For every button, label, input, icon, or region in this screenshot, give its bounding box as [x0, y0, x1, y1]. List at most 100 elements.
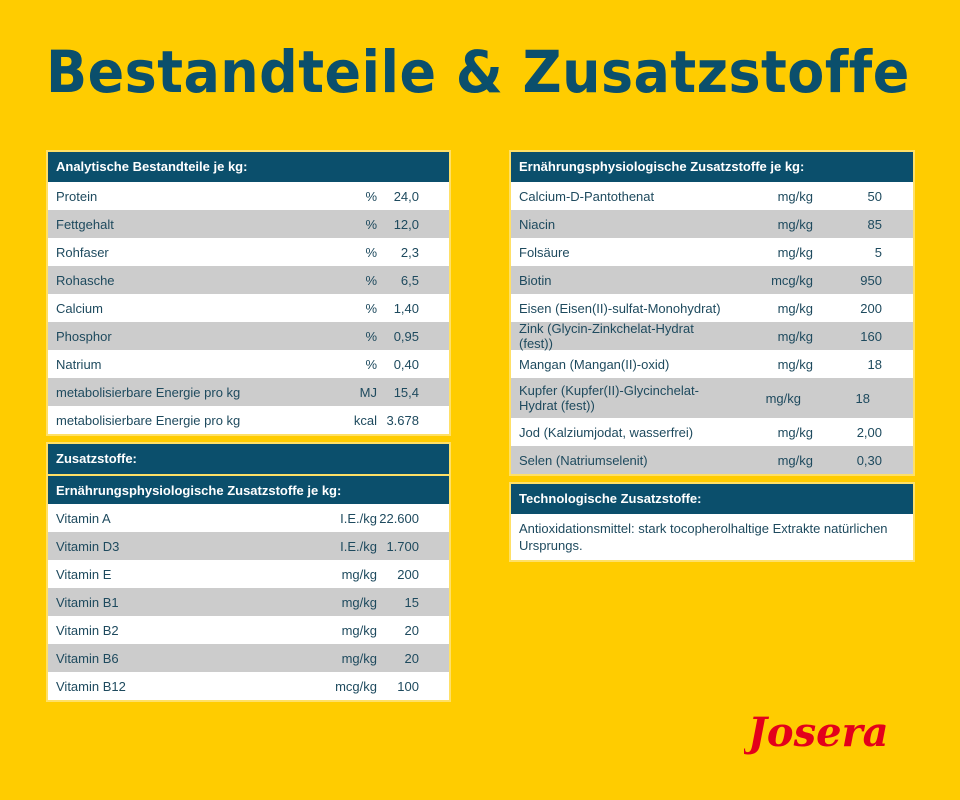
row-value: 3.678	[386, 412, 419, 428]
technological-table: Technologische Zusatzstoffe: Antioxidati…	[509, 482, 915, 562]
row-label: Eisen (Eisen(II)-sulfat-Monohydrat)	[519, 300, 721, 316]
row-value: 6,5	[400, 272, 419, 288]
row-label: metabolisierbare Energie pro kg	[56, 412, 241, 428]
row-unit: mg/kg	[777, 424, 813, 440]
row-label: Niacin	[519, 216, 556, 232]
row-unit: %	[365, 188, 377, 204]
row-label: metabolisierbare Energie pro kg	[56, 384, 241, 400]
table-row: Protein % 24,0	[48, 182, 449, 210]
table-row: Natrium % 0,40	[48, 350, 449, 378]
row-label: Mangan (Mangan(II)-oxid)	[519, 356, 670, 372]
row-value: 2,00	[856, 424, 882, 440]
analytical-table: Analytische Bestandteile je kg: Protein …	[46, 150, 451, 436]
row-value: 24,0	[393, 188, 419, 204]
row-value: 200	[860, 300, 882, 316]
row-value: 85	[867, 216, 882, 232]
row-label: Protein	[56, 188, 98, 204]
table-row: Rohfaser % 2,3	[48, 238, 449, 266]
row-unit: mg/kg	[341, 650, 377, 666]
row-unit: mg/kg	[777, 356, 813, 372]
table-row: Vitamin B1 mg/kg 15	[48, 588, 449, 616]
row-label: Calcium-D-Pantothenat	[519, 188, 655, 204]
row-label: Biotin	[519, 272, 552, 288]
additives-header: Zusatzstoffe:	[48, 444, 449, 474]
technological-text: Antioxidationsmittel: stark tocopherolha…	[511, 514, 913, 560]
row-label: Zink (Glycin-Zinkchelat-Hydrat (fest))	[519, 321, 694, 351]
row-unit: mg/kg	[777, 244, 813, 260]
table-row: Calcium % 1,40	[48, 294, 449, 322]
row-unit: mg/kg	[777, 452, 813, 468]
row-value: 15	[404, 594, 419, 610]
row-unit: mg/kg	[765, 390, 801, 406]
row-value: 950	[860, 272, 882, 288]
row-value: 100	[397, 678, 419, 694]
table-row: Fettgehalt % 12,0	[48, 210, 449, 238]
row-label: Vitamin B2	[56, 622, 119, 638]
row-value: 200	[397, 566, 419, 582]
row-label: Folsäure	[519, 244, 570, 260]
row-unit: mg/kg	[341, 566, 377, 582]
row-unit: mcg/kg	[771, 272, 813, 288]
row-value: 5	[874, 244, 882, 260]
row-value: 12,0	[393, 216, 419, 232]
row-value: 0,95	[393, 328, 419, 344]
row-value: 18	[855, 390, 870, 406]
row-unit: I.E./kg	[340, 510, 377, 526]
nutritional-header: Ernährungsphysiologische Zusatzstoffe je…	[511, 152, 913, 182]
table-row: Folsäure mg/kg 5	[511, 238, 913, 266]
row-label: Selen (Natriumselenit)	[519, 452, 648, 468]
row-label: Phosphor	[56, 328, 112, 344]
analytical-header: Analytische Bestandteile je kg:	[48, 152, 449, 182]
row-label: Jod (Kalziumjodat, wasserfrei)	[519, 424, 694, 440]
row-value: 160	[860, 328, 882, 344]
row-unit: mg/kg	[341, 594, 377, 610]
additives-subheader: Ernährungsphysiologische Zusatzstoffe je…	[48, 474, 449, 504]
table-row: Zink (Glycin-Zinkchelat-Hydrat (fest)) m…	[511, 321, 913, 351]
row-value: 2,3	[400, 244, 419, 260]
row-value: 1.700	[386, 538, 419, 554]
nutritional-table: Ernährungsphysiologische Zusatzstoffe je…	[509, 150, 915, 476]
table-row: Rohasche % 6,5	[48, 266, 449, 294]
row-label: Vitamin A	[56, 510, 111, 526]
row-unit: MJ	[359, 384, 377, 400]
row-label: Fettgehalt	[56, 216, 114, 232]
row-value: 20	[404, 650, 419, 666]
row-value: 0,40	[393, 356, 419, 372]
josera-logo: Josera	[744, 709, 889, 756]
table-row: Calcium-D-Pantothenat mg/kg 50	[511, 182, 913, 210]
row-unit: %	[365, 328, 377, 344]
row-label: Kupfer (Kupfer(II)-Glycinchelat-Hydrat (…	[519, 383, 699, 413]
row-unit: mg/kg	[777, 216, 813, 232]
table-row: Mangan (Mangan(II)-oxid) mg/kg 18	[511, 350, 913, 378]
table-row: Vitamin E mg/kg 200	[48, 560, 449, 588]
row-unit: mg/kg	[777, 328, 813, 344]
table-row: Selen (Natriumselenit) mg/kg 0,30	[511, 446, 913, 474]
table-row: Kupfer (Kupfer(II)-Glycinchelat-Hydrat (…	[511, 378, 913, 418]
row-label: Rohasche	[56, 272, 115, 288]
table-row: Jod (Kalziumjodat, wasserfrei) mg/kg 2,0…	[511, 418, 913, 446]
row-unit: %	[365, 244, 377, 260]
row-label: Vitamin B12	[56, 678, 126, 694]
row-unit: I.E./kg	[340, 538, 377, 554]
technological-header: Technologische Zusatzstoffe:	[511, 484, 913, 514]
table-row: Vitamin B6 mg/kg 20	[48, 644, 449, 672]
row-unit: mcg/kg	[335, 678, 377, 694]
row-value: 20	[404, 622, 419, 638]
brand-name: Josera	[744, 709, 889, 756]
table-row: Phosphor % 0,95	[48, 322, 449, 350]
row-value: 50	[867, 188, 882, 204]
row-value: 0,30	[856, 452, 882, 468]
row-unit: kcal	[353, 412, 377, 428]
row-unit: %	[365, 300, 377, 316]
row-value: 15,4	[393, 384, 419, 400]
row-unit: %	[365, 272, 377, 288]
table-row: Vitamin B12 mcg/kg 100	[48, 672, 449, 700]
row-value: 18	[867, 356, 882, 372]
row-value: 22.600	[379, 510, 419, 526]
table-row: Vitamin D3 I.E./kg 1.700	[48, 532, 449, 560]
row-unit: %	[365, 356, 377, 372]
page-title: Bestandteile & Zusatzstoffe	[46, 38, 910, 106]
table-row: Vitamin B2 mg/kg 20	[48, 616, 449, 644]
table-row: Eisen (Eisen(II)-sulfat-Monohydrat) mg/k…	[511, 294, 913, 322]
table-row: Biotin mcg/kg 950	[511, 266, 913, 294]
